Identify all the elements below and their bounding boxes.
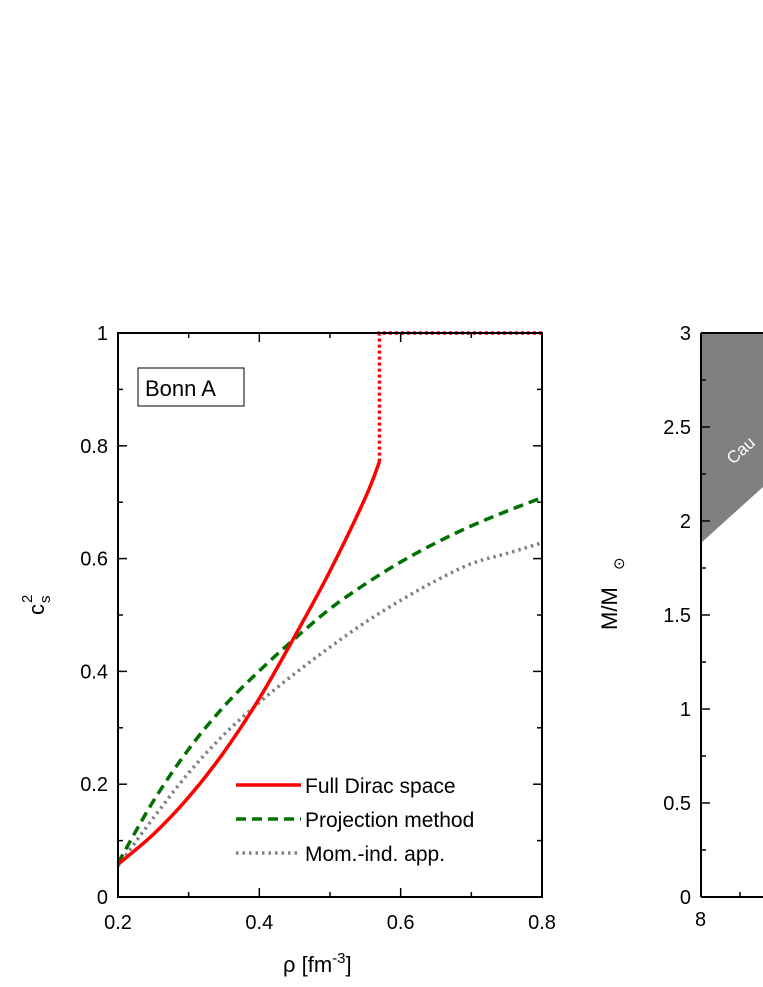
legend: Full Dirac space Projection method Mom.-… <box>236 775 474 866</box>
series-line-mom-ind <box>116 541 543 868</box>
right-y-tick-label: 0 <box>680 887 691 909</box>
legend-label-full-dirac: Full Dirac space <box>305 775 456 798</box>
x-axis-title-main: ρ [fm <box>283 952 332 977</box>
y-tick-label: 0.8 <box>80 436 108 458</box>
y-axis-title-sub: s <box>37 596 54 604</box>
right-y-tick-label: 3 <box>680 323 691 345</box>
annotation-box <box>137 367 245 407</box>
y-tick-label: 1 <box>97 323 108 345</box>
legend-label-mom-ind: Mom.-ind. app. <box>305 843 445 866</box>
y-tick-label: 0.6 <box>80 549 108 571</box>
x-tick-label: 0.8 <box>528 912 556 934</box>
series-line-full-dirac <box>116 460 382 866</box>
right-chart-panel: Cau 00.511.522.53 8 M/M ⊙ <box>597 323 763 931</box>
right-y-tick-label: 0.5 <box>663 793 691 815</box>
y-tick-label: 0.4 <box>80 661 108 683</box>
y-tick-label: 0.2 <box>80 774 108 796</box>
y-axis-title: c 2 s <box>19 595 54 615</box>
right-y-tick-label: 2.5 <box>663 417 691 439</box>
x-tick-label: 0.4 <box>245 912 273 934</box>
x-tick-label: 0.2 <box>104 912 132 934</box>
y-axis-title-sup: 2 <box>19 595 36 603</box>
right-y-axis-title-sub: ⊙ <box>610 557 628 570</box>
legend-label-projection: Projection method <box>305 809 474 832</box>
x-axis-title-sup: -3 <box>332 950 345 967</box>
series-line-projection <box>116 496 543 865</box>
right-tick-marks <box>700 332 741 898</box>
right-y-axis-title: M/M ⊙ <box>597 557 628 630</box>
right-y-tick-label: 1.5 <box>663 605 691 627</box>
x-tick-label: 0.6 <box>387 912 415 934</box>
causality-limit-line <box>377 331 542 462</box>
y-tick-label: 0 <box>97 887 108 909</box>
y-axis-title-main: c <box>24 604 49 615</box>
x-axis-title-end: ] <box>346 952 352 977</box>
left-tick-marks <box>117 332 543 898</box>
left-chart-panel: 0.2 0.4 0.6 0.8 0 0.2 0.4 0.6 0.8 1 Bonn A Full D… <box>19 323 556 977</box>
right-y-tick-label: 1 <box>680 699 691 721</box>
right-y-tick-label: 2 <box>680 511 691 533</box>
left-tick-labels: 0.2 0.4 0.6 0.8 0 0.2 0.4 0.6 0.8 1 <box>80 323 556 934</box>
right-x-tick-label: 8 <box>695 909 706 931</box>
right-tick-labels: 0 0.5 1 1.5 2 2.5 3 <box>663 323 691 909</box>
x-axis-title: ρ [fm-3] <box>283 950 352 977</box>
right-y-axis-title-main: M/M <box>597 587 622 630</box>
annotation-box-label: Bonn A <box>145 376 216 401</box>
causality-region <box>701 333 763 543</box>
